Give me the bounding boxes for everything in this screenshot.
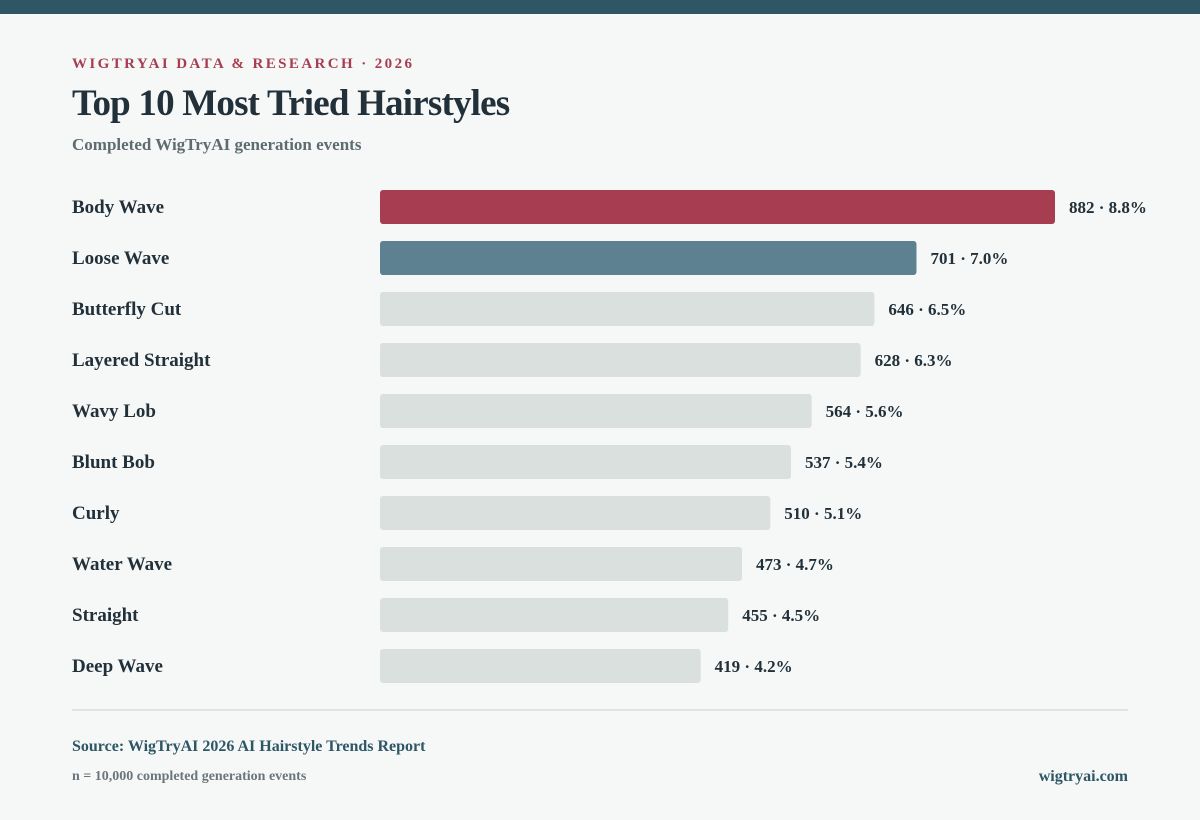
bar-straight: [380, 598, 729, 632]
category-label-layered-straight: Layered Straight: [72, 350, 211, 371]
bar-butterfly-cut: [380, 292, 875, 326]
category-label-wavy-lob: Wavy Lob: [72, 401, 156, 422]
category-label-butterfly-cut: Butterfly Cut: [72, 299, 182, 320]
category-label-water-wave: Water Wave: [72, 554, 172, 575]
sample-size-note: n = 10,000 completed generation events: [72, 769, 307, 784]
footer-divider: [72, 709, 1128, 711]
category-label-blunt-bob: Blunt Bob: [72, 452, 155, 473]
eyebrow-label: WIGTRYAI DATA & RESEARCH · 2026: [72, 56, 415, 72]
value-label-layered-straight: 628 · 6.3%: [875, 351, 953, 370]
category-label-curly: Curly: [72, 503, 120, 524]
bar-body-wave: [380, 190, 1055, 224]
bar-loose-wave: [380, 241, 917, 275]
category-label-deep-wave: Deep Wave: [72, 656, 163, 677]
page-title: Top 10 Most Tried Hairstyles: [72, 83, 510, 124]
bar-deep-wave: [380, 649, 701, 683]
value-label-body-wave: 882 · 8.8%: [1069, 198, 1147, 217]
bar-blunt-bob: [380, 445, 791, 479]
value-label-deep-wave: 419 · 4.2%: [715, 657, 793, 676]
bar-water-wave: [380, 547, 742, 581]
bar-curly: [380, 496, 771, 530]
source-note: Source: WigTryAI 2026 AI Hairstyle Trend…: [72, 738, 426, 755]
page-subtitle: Completed WigTryAI generation events: [72, 135, 362, 154]
top-accent-bar: [0, 0, 1200, 14]
value-label-curly: 510 · 5.1%: [784, 504, 862, 523]
value-label-straight: 455 · 4.5%: [742, 606, 820, 625]
value-label-wavy-lob: 564 · 5.6%: [826, 402, 904, 421]
site-link[interactable]: wigtryai.com: [1038, 768, 1128, 785]
category-label-loose-wave: Loose Wave: [72, 248, 169, 269]
value-label-water-wave: 473 · 4.7%: [756, 555, 834, 574]
category-label-straight: Straight: [72, 605, 139, 626]
category-label-body-wave: Body Wave: [72, 197, 164, 218]
value-label-butterfly-cut: 646 · 6.5%: [888, 300, 966, 319]
value-label-loose-wave: 701 · 7.0%: [930, 249, 1008, 268]
bar-wavy-lob: [380, 394, 812, 428]
bar-layered-straight: [380, 343, 861, 377]
value-label-blunt-bob: 537 · 5.4%: [805, 453, 883, 472]
